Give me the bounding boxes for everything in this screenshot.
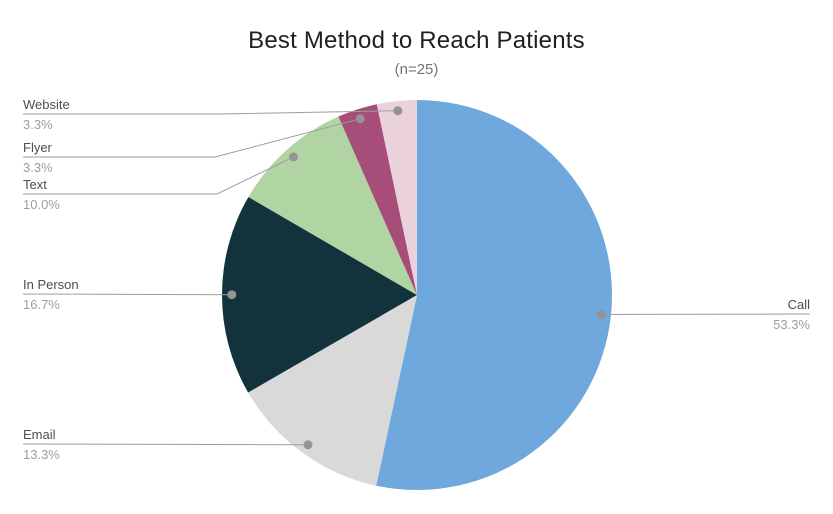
callout-website-value: 3.3%: [23, 117, 53, 132]
callout-email: Email 13.3%: [23, 427, 60, 463]
callout-call-value: 53.3%: [773, 317, 810, 332]
callout-call: Call 53.3%: [773, 297, 810, 333]
pie-slice-email[interactable]: [248, 295, 417, 486]
callout-line-text: [23, 156, 294, 195]
callout-text: Text 10.0%: [23, 177, 60, 213]
callout-email-label: Email: [23, 427, 56, 442]
callout-flyer: Flyer 3.3%: [23, 140, 53, 176]
callout-dot-in-person: [227, 290, 237, 300]
callout-dot-flyer: [355, 114, 365, 124]
chart-subtitle: (n=25): [394, 61, 439, 78]
callout-dot-website: [393, 106, 403, 116]
callout-text-label: Text: [23, 177, 47, 192]
callout-call-label: Call: [787, 297, 810, 312]
callout-website: Website 3.3%: [23, 97, 70, 133]
callout-website-label: Website: [23, 97, 70, 112]
callout-line-email: [22, 443, 309, 446]
callout-dot-call: [596, 310, 606, 319]
callout-email-value: 13.3%: [23, 447, 60, 462]
callout-flyer-label: Flyer: [23, 140, 52, 155]
callout-dot-text: [289, 152, 298, 162]
callout-in-person-label: In Person: [23, 277, 79, 292]
callout-flyer-value: 3.3%: [23, 160, 53, 175]
callout-text-value: 10.0%: [23, 197, 60, 212]
callout-line-website: [23, 110, 398, 115]
pie-slice-flyer[interactable]: [338, 104, 417, 295]
pie-slice-call[interactable]: [376, 100, 612, 490]
chart-title: Best Method to Reach Patients: [248, 27, 585, 54]
callout-in-person-value: 16.7%: [23, 297, 60, 312]
callout-line-in-person: [22, 293, 232, 296]
callout-line-call: [601, 313, 811, 315]
callout-in-person: In Person 16.7%: [23, 277, 79, 313]
callout-line-flyer: [23, 118, 361, 158]
callout-dot-email: [303, 440, 313, 450]
pie-slice-text[interactable]: [248, 116, 417, 295]
pie-slice-in-person[interactable]: [222, 196, 417, 393]
pie-slice-website[interactable]: [376, 100, 417, 295]
